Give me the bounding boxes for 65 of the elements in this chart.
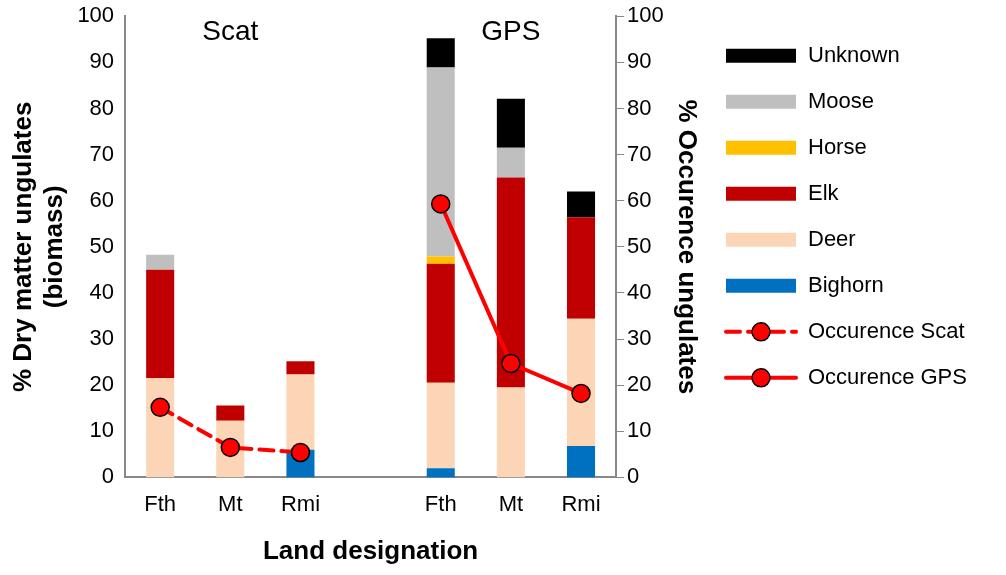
point: [150, 397, 170, 418]
y-tick-label: 0: [101, 463, 115, 489]
bar: [146, 254, 175, 270]
y2-tick-label: 100: [627, 2, 664, 28]
bar: [426, 382, 455, 469]
bar: [496, 387, 525, 478]
point: [571, 383, 591, 404]
y-tick-label: 10: [89, 417, 115, 443]
point: [430, 194, 451, 214]
y2-tick-label: 20: [627, 371, 652, 397]
bar: [496, 147, 525, 178]
legend-label: Moose: [808, 87, 875, 113]
x-tick-label: Rmi: [280, 490, 321, 516]
legend-label: Occurence Scat: [808, 317, 965, 343]
x-tick-label: Fth: [144, 490, 177, 516]
x-axis-title: Land designation: [262, 534, 479, 565]
y2-tick-label: 90: [627, 48, 652, 74]
bar: [426, 263, 455, 383]
bar: [216, 405, 245, 421]
bar: [286, 374, 315, 450]
bar: [286, 361, 315, 375]
legend-label: Bighorn: [808, 271, 884, 297]
y-tick-label: 80: [89, 94, 115, 120]
y-tick-label: 30: [89, 325, 115, 351]
bar: [426, 256, 455, 264]
y-tick-label: 70: [89, 140, 115, 166]
y-tick-label: 20: [89, 371, 115, 397]
x-tick-label: Rmi: [561, 490, 601, 516]
y-tick-label: 50: [89, 232, 115, 258]
legend-label: Occurence GPS: [808, 363, 967, 389]
x-tick-label: Fth: [424, 490, 457, 516]
annotation: Scat: [202, 14, 259, 46]
y-tick-label: 60: [89, 186, 115, 212]
bar: [567, 217, 596, 319]
x-tick-label: Mt: [218, 490, 243, 516]
y-tick-label: 40: [89, 278, 115, 304]
bar: [567, 318, 596, 447]
bar: [496, 177, 525, 388]
point: [501, 353, 521, 374]
bar: [426, 38, 455, 68]
y2-tick-label: 30: [627, 325, 652, 351]
legend-label: Horse: [808, 133, 867, 159]
y2-tick-label: 80: [627, 94, 652, 120]
bar: [426, 67, 455, 257]
y2-tick-label: 0: [627, 463, 640, 489]
y2-axis-title: % Occurence ungulates: [673, 99, 704, 395]
annotation: GPS: [481, 14, 541, 46]
y2-tick-label: 60: [627, 186, 652, 212]
y-axis-title: % Dry matter ungulates (biomass): [6, 101, 68, 392]
y2-tick-label: 10: [627, 417, 652, 443]
bar: [426, 468, 455, 478]
x-tick-label: Mt: [498, 490, 524, 516]
bar: [567, 446, 596, 478]
y2-tick-label: 70: [627, 140, 652, 166]
bar: [496, 98, 525, 148]
legend-label: Unknown: [808, 41, 900, 67]
bar: [146, 269, 175, 379]
bar: [567, 191, 596, 218]
y-tick-label: 90: [89, 48, 115, 74]
legend-label: Elk: [808, 179, 840, 205]
point: [290, 442, 311, 463]
y2-tick-label: 40: [627, 278, 652, 304]
y2-tick-label: 50: [627, 232, 652, 258]
legend-label: Deer: [808, 225, 856, 251]
y-tick-label: 100: [77, 2, 115, 28]
